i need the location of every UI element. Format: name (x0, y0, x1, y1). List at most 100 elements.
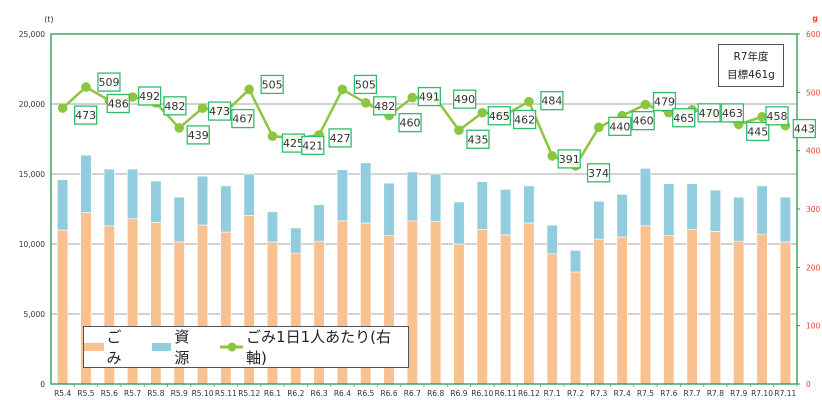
data-label-value: 505 (355, 78, 376, 91)
per-capita-marker (640, 99, 651, 110)
data-label-box (417, 86, 441, 107)
x-axis-tick-label: R7.10 (751, 389, 773, 398)
bar-resources (430, 173, 442, 222)
bar-garbage (779, 241, 791, 385)
data-label-box (586, 163, 611, 183)
per-capita-marker (594, 122, 604, 133)
bar-garbage (569, 271, 582, 385)
per-capita-marker (757, 112, 767, 122)
per-capita-marker (57, 103, 68, 113)
data-label-value: 440 (609, 120, 630, 133)
bar-resources (546, 224, 558, 255)
x-axis-tick-label: R5.12 (238, 389, 260, 398)
x-axis-tick-label: R5.11 (215, 389, 237, 398)
data-label-box (487, 106, 511, 126)
x-axis-tick-label: R5.5 (77, 389, 94, 398)
bar-garbage (523, 222, 535, 385)
bar-resources (150, 180, 162, 223)
legend-swatch-garbage-icon (84, 343, 104, 351)
data-label-box (512, 109, 537, 130)
x-axis-tick-label: R7.4 (614, 389, 631, 398)
x-axis-tick-label: R7.6 (660, 389, 677, 398)
data-label-box (557, 149, 581, 169)
bar-resources (453, 201, 465, 245)
right-axis-unit: g (812, 14, 818, 23)
data-label-box (353, 74, 378, 95)
bar-resources (569, 250, 582, 273)
right-axis-tick-label: 500 (806, 88, 821, 97)
right-axis-tick-label: 400 (806, 147, 821, 156)
x-axis-tick-label: R6.6 (380, 389, 397, 398)
bar-resources (476, 181, 488, 230)
per-capita-marker (197, 103, 208, 113)
per-capita-marker (337, 84, 348, 95)
bar-resources (593, 201, 605, 240)
bar-resources (80, 154, 92, 213)
bar-resources (313, 204, 325, 242)
bar-resources (383, 182, 395, 236)
data-label-value: 463 (722, 107, 743, 120)
data-label-box (398, 113, 422, 133)
data-label-value: 465 (489, 110, 510, 123)
per-capita-marker (244, 84, 254, 95)
x-axis-tick-label: R6.10 (471, 389, 493, 398)
right-axis-tick-label: 300 (806, 205, 821, 214)
x-axis-tick-label: R6.1 (264, 389, 281, 398)
data-label-box (672, 108, 696, 128)
per-capita-marker (407, 92, 418, 103)
annotation-year: R7年度 (733, 51, 769, 64)
data-label-box (466, 129, 490, 149)
x-axis-tick-label: R6.4 (334, 389, 351, 398)
data-label-box (328, 128, 352, 148)
data-label-value: 479 (654, 96, 675, 109)
x-axis-tick-label: R6.5 (357, 389, 374, 398)
right-axis-tick-label: 200 (806, 263, 821, 272)
bar-resources (733, 196, 745, 242)
x-axis-tick-label: R6.3 (311, 389, 328, 398)
x-axis-tick-label: R7.2 (567, 389, 584, 398)
left-axis-tick-label: 15,000 (19, 170, 45, 179)
data-label-value: 505 (262, 78, 283, 91)
data-label-box (720, 103, 745, 123)
bar-garbage (686, 229, 698, 385)
data-label-value: 458 (767, 110, 788, 123)
per-capita-marker (127, 92, 138, 102)
data-label-value: 445 (747, 125, 768, 138)
x-axis-tick-label: R7.1 (544, 389, 561, 398)
x-axis-tick-label: R6.9 (450, 389, 467, 398)
data-label-box (74, 105, 98, 125)
bar-garbage (546, 253, 558, 385)
axes: 0 5,000 10,000 15,000 20,000 25,000 (t) 0 100 200… (19, 14, 821, 398)
right-axis-tick-label: 600 (806, 30, 821, 39)
data-label-box (652, 91, 677, 112)
bar-garbage (476, 229, 488, 385)
bar-garbage (733, 240, 745, 385)
data-label-value: 490 (454, 93, 475, 106)
bar-resources (686, 183, 698, 230)
x-axis-tick-label: R7.8 (707, 389, 724, 398)
right-axis-tick-label: 100 (806, 322, 821, 331)
x-axis-tick-label: R7.3 (590, 389, 607, 398)
bar-resources (663, 183, 675, 236)
data-label-value: 435 (467, 133, 488, 146)
data-labels: 4735094864924824394734675054254214275054… (74, 72, 816, 183)
data-label-value: 491 (419, 91, 440, 104)
gridlines (51, 103, 797, 315)
bar-resources (523, 185, 535, 224)
data-label-value: 427 (330, 132, 351, 145)
bar-garbage (756, 233, 768, 385)
legend-swatch-resources-icon (151, 343, 172, 351)
data-label-box (97, 72, 121, 92)
bar-garbage (57, 229, 69, 385)
per-capita-marker (81, 82, 91, 92)
data-label-box (137, 86, 162, 106)
data-label-box (260, 74, 284, 95)
target-annotation-box: R7年度 目標461g (718, 44, 784, 87)
bar-series (57, 154, 791, 385)
x-axis-tick-label: R5.6 (101, 389, 118, 398)
bar-resources (196, 175, 209, 226)
x-axis-tick-label: R6.12 (518, 389, 540, 398)
x-axis-tick-label: R6.7 (404, 389, 421, 398)
legend-label-per-capita: ごみ1日1人あたり(右軸) (246, 328, 391, 367)
